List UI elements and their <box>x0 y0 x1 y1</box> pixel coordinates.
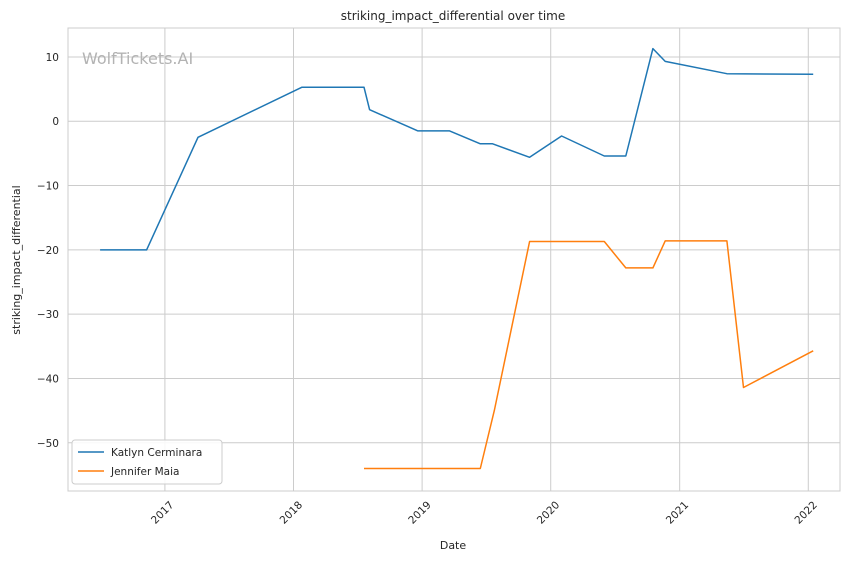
y-tick-label: −20 <box>37 245 59 257</box>
series-line-katlyn-cerminara <box>100 47 814 251</box>
series-layer <box>100 47 814 470</box>
y-tick-label: −50 <box>37 438 59 450</box>
y-tick-label: −30 <box>37 309 59 321</box>
x-axis-label: Date <box>440 539 467 552</box>
legend-label-jennifer-maia: Jennifer Maia <box>110 466 179 478</box>
legend-box <box>71 439 223 485</box>
watermark: WolfTickets.AI <box>82 49 193 68</box>
y-tick-label: 10 <box>46 52 59 64</box>
series-line-jennifer-maia <box>364 240 814 470</box>
plot-frame <box>67 27 841 492</box>
chart-title: striking_impact_differential over time <box>341 9 566 23</box>
grid <box>68 28 840 491</box>
legend-label-katlyn-cerminara: Katlyn Cerminara <box>111 447 202 459</box>
y-tick-label: −10 <box>37 181 59 193</box>
y-tick-label: 0 <box>52 116 59 128</box>
legend: Katlyn Cerminara Jennifer Maia <box>71 439 223 485</box>
y-tick-label: −40 <box>37 373 59 385</box>
y-axis-label: striking_impact_differential <box>10 185 23 334</box>
